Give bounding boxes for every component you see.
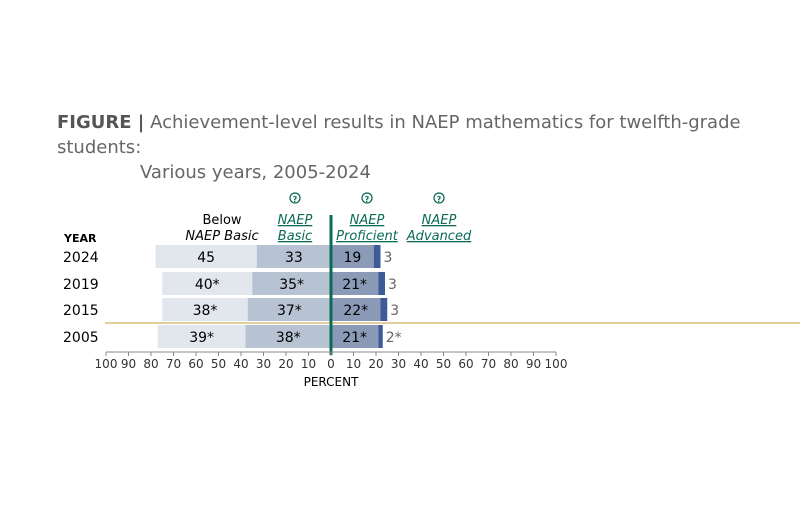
help-basic-icon[interactable] <box>289 192 301 204</box>
x-tick-label: 20 <box>368 357 383 371</box>
bar-basic <box>256 245 331 268</box>
x-tick-label: 0 <box>327 357 335 371</box>
label-below-basic: 40* <box>195 277 220 293</box>
bar-advanced <box>378 325 383 348</box>
title-line2: Various years, 2005-2024 <box>140 162 371 183</box>
x-tick-label: 100 <box>95 357 118 371</box>
bar-below-basic <box>155 245 257 268</box>
x-tick-label: 10 <box>346 357 361 371</box>
legend-proficient-link[interactable]: Proficient <box>336 229 399 244</box>
x-tick-label: 60 <box>188 357 203 371</box>
label-advanced: 3 <box>390 303 399 319</box>
label-advanced: 3 <box>388 277 397 293</box>
label-basic: 35* <box>279 277 304 293</box>
title-line1: Achievement-level results in NAEP mathem… <box>57 112 741 158</box>
x-tick-label: 100 <box>545 357 568 371</box>
label-basic: 37* <box>277 303 302 319</box>
x-tick-label: 30 <box>391 357 406 371</box>
bar-basic <box>245 325 331 348</box>
bar-advanced <box>373 245 381 268</box>
label-basic: 38* <box>276 330 301 346</box>
legend-proficient-link[interactable]: NAEP <box>350 213 385 228</box>
label-proficient: 19 <box>343 250 361 266</box>
x-tick-label: 40 <box>233 357 248 371</box>
label-advanced: 3 <box>384 250 393 266</box>
x-tick-label: 80 <box>143 357 158 371</box>
x-tick-label: 50 <box>436 357 451 371</box>
bar-below-basic <box>162 298 248 321</box>
legend-below-line2: NAEP Basic <box>185 229 258 244</box>
x-tick-label: 80 <box>503 357 518 371</box>
label-advanced: 2* <box>386 330 402 346</box>
title-prefix: FIGURE | <box>57 112 145 133</box>
help-proficient-glyph: ? <box>365 195 370 204</box>
chart-title: FIGURE | Achievement-level results in NA… <box>57 110 797 185</box>
bar-proficient <box>331 298 381 321</box>
year-label: 2019 <box>63 277 99 293</box>
label-below-basic: 45 <box>197 250 215 266</box>
label-proficient: 22* <box>343 303 368 319</box>
bar-proficient <box>331 245 374 268</box>
help-proficient-icon[interactable] <box>361 192 373 204</box>
x-tick-label: 50 <box>211 357 226 371</box>
x-tick-label: 20 <box>278 357 293 371</box>
bar-basic <box>247 298 331 321</box>
legend-basic-link[interactable]: Basic <box>278 229 312 244</box>
x-tick-label: 40 <box>413 357 428 371</box>
year-label: 2024 <box>63 250 99 266</box>
x-tick-label: 10 <box>301 357 316 371</box>
x-axis-label: PERCENT <box>304 375 359 389</box>
help-advanced-icon[interactable] <box>433 192 445 204</box>
bar-proficient <box>331 325 379 348</box>
x-tick-label: 70 <box>166 357 181 371</box>
year-label: 2015 <box>63 303 99 319</box>
year-header: YEAR <box>63 232 97 245</box>
legend-advanced-link[interactable]: Advanced <box>406 229 472 244</box>
legend-below-line1: Below <box>202 213 241 228</box>
x-tick-label: 60 <box>458 357 473 371</box>
label-proficient: 21* <box>342 330 367 346</box>
legend-advanced-link[interactable]: NAEP <box>422 213 457 228</box>
legend-basic-link[interactable]: NAEP <box>278 213 313 228</box>
year-label: 2005 <box>63 330 99 346</box>
bar-basic <box>252 272 331 295</box>
bar-below-basic <box>157 325 246 348</box>
bar-proficient <box>331 272 379 295</box>
x-tick-label: 90 <box>121 357 136 371</box>
x-tick-label: 70 <box>481 357 496 371</box>
bar-below-basic <box>162 272 253 295</box>
label-below-basic: 38* <box>193 303 218 319</box>
label-basic: 33 <box>285 250 303 266</box>
help-basic-glyph: ? <box>293 195 298 204</box>
help-advanced-glyph: ? <box>437 195 442 204</box>
x-tick-label: 90 <box>526 357 541 371</box>
bar-advanced <box>378 272 385 295</box>
label-proficient: 21* <box>342 277 367 293</box>
label-below-basic: 39* <box>189 330 214 346</box>
bar-advanced <box>380 298 388 321</box>
x-tick-label: 30 <box>256 357 271 371</box>
